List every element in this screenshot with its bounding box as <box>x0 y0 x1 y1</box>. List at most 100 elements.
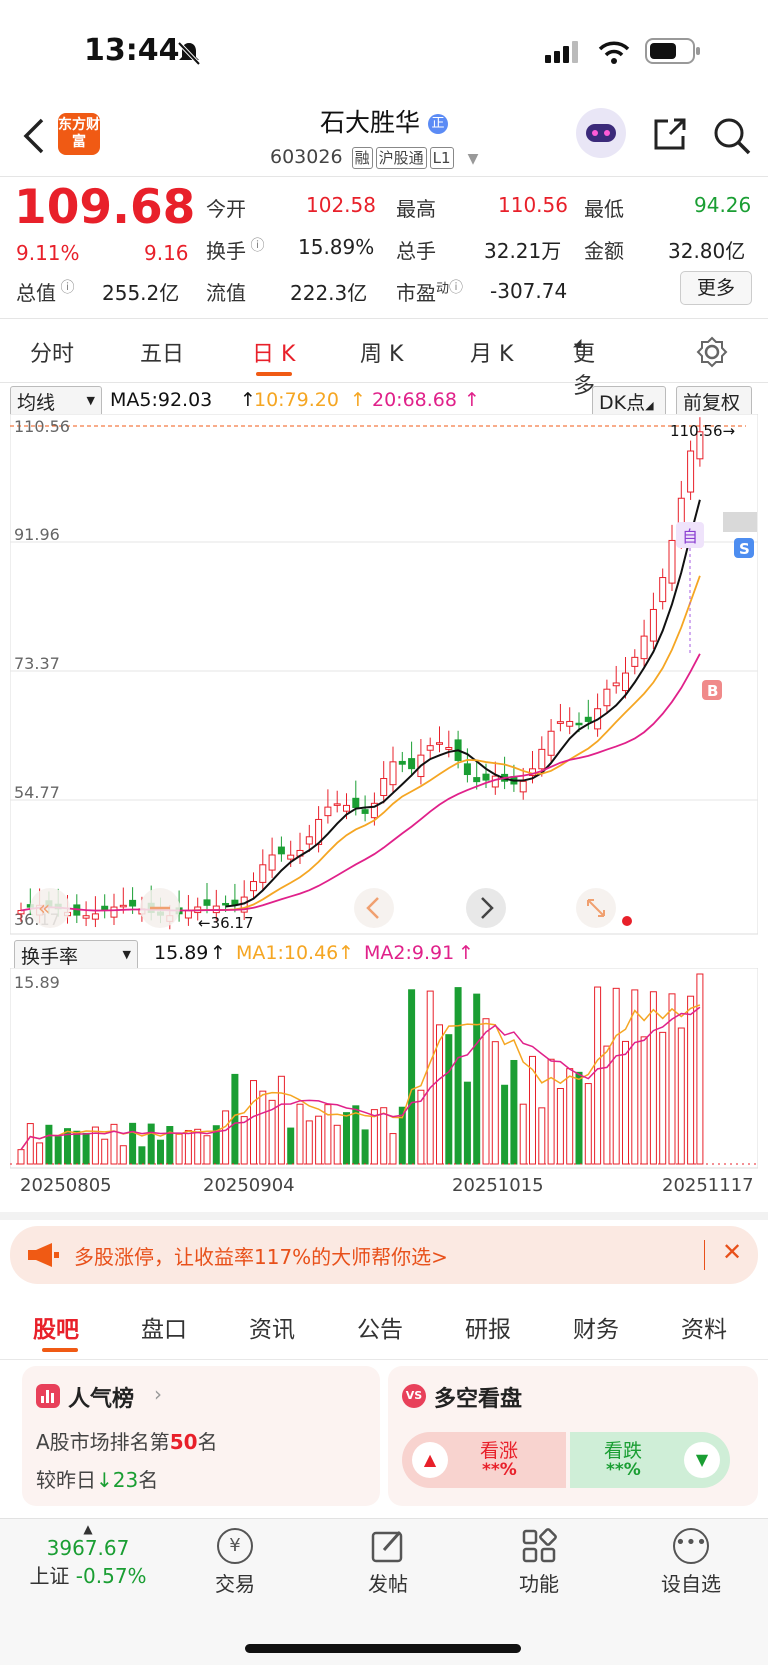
arrow-up-icon: ↑ <box>458 942 474 964</box>
vol-ma1-value: MA1:10.46 <box>236 942 339 964</box>
vol-ma2-line <box>20 1006 701 1151</box>
low-label: 最低 <box>584 197 624 221</box>
stock-header <box>0 100 768 176</box>
more-quote-button[interactable]: 更多 <box>680 271 752 305</box>
turnover-chart[interactable]: 15.89 <box>10 968 758 1170</box>
promo-banner[interactable]: 多股涨停，让收益率117%的大师帮你选> ✕ <box>10 1226 758 1284</box>
tab-monthly-k[interactable]: 月 K <box>470 342 514 367</box>
notification-dot <box>622 916 632 926</box>
indicator-selector[interactable]: 换手率 ▼ <box>14 940 138 971</box>
info-icon[interactable]: ⓘ <box>449 280 464 296</box>
tab-five-day[interactable]: 五日 <box>140 342 185 367</box>
turnover-bar <box>501 1084 509 1165</box>
nav-watchlist[interactable]: ••• 设自选 <box>636 1528 746 1597</box>
robot-assistant-icon[interactable] <box>576 108 626 158</box>
candle <box>622 672 629 692</box>
pe-sup: 动 <box>436 281 450 297</box>
turnover-bar <box>268 1099 276 1165</box>
fullscreen-button[interactable] <box>576 888 616 928</box>
turnover-bar <box>203 1135 211 1165</box>
info-tabs: 股吧 盘口 资讯 公告 研报 财务 资料 <box>0 1296 768 1360</box>
step-left-button[interactable] <box>354 888 394 928</box>
turnover-bar <box>677 1027 685 1165</box>
turnover-bar <box>445 1034 453 1165</box>
step-right-button[interactable] <box>466 888 506 928</box>
rank-prefix: A股市场排名第 <box>36 1430 170 1454</box>
y-tick: 110.56 <box>14 417 70 436</box>
logo-text: 东方财富 <box>58 117 100 150</box>
tab-weekly-k[interactable]: 周 K <box>360 342 404 367</box>
subtab-orderbook[interactable]: 盘口 <box>141 1317 187 1343</box>
search-icon[interactable] <box>712 116 752 156</box>
close-icon[interactable]: ✕ <box>722 1238 743 1266</box>
candle <box>119 904 127 908</box>
nav-trade[interactable]: ¥ 交易 <box>180 1528 290 1597</box>
turnover-bar <box>426 990 434 1165</box>
turnover-bar <box>54 1136 62 1165</box>
nav-post[interactable]: 发帖 <box>333 1528 443 1597</box>
info-icon[interactable]: ⓘ <box>56 280 75 296</box>
share-icon[interactable] <box>652 116 688 152</box>
candle <box>408 758 416 770</box>
arrow-up-icon: ↑ <box>338 942 354 964</box>
chevron-down-icon[interactable]: ▼ <box>467 151 479 167</box>
zoom-out-button[interactable] <box>140 888 180 928</box>
subtab-financials[interactable]: 财务 <box>573 1317 619 1343</box>
tab-more-label: 更多 <box>573 342 596 399</box>
candle <box>380 778 388 797</box>
turnover-bar <box>380 1107 388 1165</box>
turnover-bar <box>556 1087 564 1165</box>
settings-gear-icon[interactable] <box>696 336 728 368</box>
indicator-selector-label: 换手率 <box>21 946 79 968</box>
up-triangle-icon: ▲ <box>412 1442 448 1478</box>
nav-post-label: 发帖 <box>368 1572 408 1596</box>
turnover-bar <box>584 1083 592 1165</box>
index-ticker[interactable]: ▲ 3967.67 上证 -0.57% <box>18 1522 158 1589</box>
nav-functions[interactable]: 功能 <box>484 1528 594 1597</box>
self-select-marker[interactable] <box>676 522 704 548</box>
candle <box>603 688 611 707</box>
open-value: 102.58 <box>306 193 376 217</box>
subtab-announcements[interactable]: 公告 <box>357 1317 403 1343</box>
change-amount: 9.16 <box>144 241 189 265</box>
arrow-up-icon: ↑ <box>350 389 366 411</box>
turnover-bar <box>640 1036 648 1165</box>
subtab-research[interactable]: 研报 <box>465 1317 511 1343</box>
bear-button[interactable]: 看跌 **% ▼ <box>570 1432 730 1488</box>
candle <box>584 716 592 722</box>
candle <box>566 720 574 727</box>
pe-label-text: 市盈 <box>396 281 436 305</box>
subtab-forum[interactable]: 股吧 <box>33 1317 79 1343</box>
low-marker-text: 36.17 <box>211 914 254 932</box>
x-date: 20250904 <box>203 1175 295 1196</box>
caret-icon: ◢ <box>645 399 654 412</box>
grid-apps-icon <box>522 1528 557 1563</box>
ma10-value: 10:79.20 <box>254 389 339 411</box>
candle <box>268 854 276 871</box>
bull-button[interactable]: ▲ 看涨 **% <box>402 1432 566 1488</box>
yen-exchange-icon: ¥ <box>217 1528 253 1564</box>
ma-selector[interactable]: 均线 ▼ <box>10 386 102 417</box>
turnover-bar <box>231 1073 239 1165</box>
back-icon[interactable] <box>22 118 46 154</box>
adjust-button[interactable]: 前复权 <box>676 386 752 417</box>
candle <box>491 775 499 788</box>
kline-chart[interactable]: 110.56 91.96 73.37 54.77 36.17 110.56→ ←… <box>10 414 758 936</box>
rank-chart-icon <box>36 1384 60 1408</box>
section-spacer <box>0 1212 768 1220</box>
subtab-profile[interactable]: 资料 <box>681 1317 727 1343</box>
subtab-news[interactable]: 资讯 <box>249 1317 295 1343</box>
turnover-bar <box>622 1040 629 1165</box>
tab-intraday[interactable]: 分时 <box>30 342 75 367</box>
popularity-card[interactable]: 人气榜 › A股市场排名第50名 较昨日↓23名 <box>22 1366 380 1506</box>
y-tick: 54.77 <box>14 783 60 802</box>
y-tick: 73.37 <box>14 654 60 673</box>
candle <box>436 742 443 745</box>
dk-button[interactable]: DK点◢ <box>592 386 666 417</box>
info-icon[interactable]: ⓘ <box>246 238 265 254</box>
bottom-nav <box>0 1518 768 1665</box>
tab-daily-k[interactable]: 日 K <box>252 342 296 367</box>
buy-marker[interactable] <box>702 680 722 700</box>
sell-marker[interactable] <box>734 538 754 558</box>
scroll-left-button[interactable]: « <box>30 888 70 928</box>
